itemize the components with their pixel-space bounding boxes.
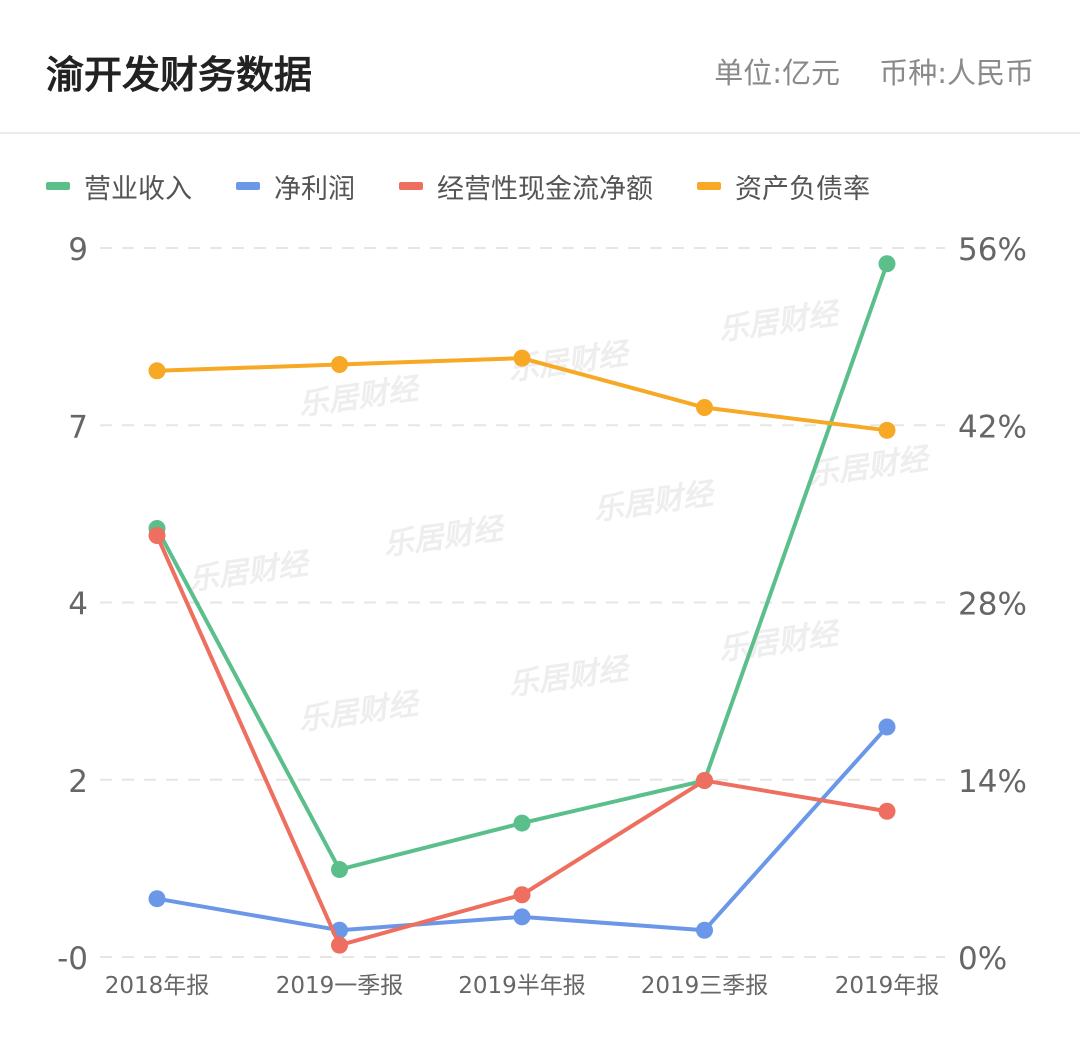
y-left-tick-label: 2 [68,764,88,800]
legend-label-debt-ratio: 资产负债率 [735,173,870,205]
data-point [513,886,531,904]
legend-label-revenue: 营业收入 [84,173,192,205]
legend-swatch-cash-flow [399,182,423,190]
y-left-tick-label: 9 [68,232,88,268]
data-point [513,349,531,367]
chart-legend: 营业收入 净利润 经营性现金流净额 资产负债率 [46,166,914,206]
y-left-tick-label: -0 [57,941,88,977]
data-point [696,399,713,417]
legend-swatch-revenue [46,182,70,190]
data-point [878,421,896,439]
legend-label-cash-flow: 经营性现金流净额 [437,173,653,205]
y-right-tick-label: 42% [958,409,1027,445]
data-point [148,527,166,545]
watermark-text: 乐居财经 [716,296,844,348]
data-point [513,908,531,926]
y-left-tick-label: 7 [68,409,88,445]
x-tick-label: 2019三季报 [641,973,769,999]
y-right-tick-label: 0% [958,941,1007,977]
watermark-text: 乐居财经 [296,371,424,423]
data-point [878,255,896,273]
legend-label-net-profit: 净利润 [274,173,355,205]
data-point [331,355,348,373]
currency-label: 币种:人民币 [879,56,1034,90]
y-right-tick-label: 14% [958,764,1027,800]
data-point [331,861,348,879]
series-line-2 [155,534,888,948]
watermark-text: 乐居财经 [716,616,844,668]
legend-item-revenue[interactable]: 营业收入 [46,167,192,206]
legend-item-net-profit[interactable]: 净利润 [236,167,355,206]
data-point [513,814,531,832]
data-point [148,890,166,908]
page-title: 渝开发财务数据 [46,53,313,97]
legend-item-cash-flow[interactable]: 经营性现金流净额 [399,167,653,206]
legend-swatch-net-profit [236,182,260,190]
x-tick-label: 2019半年报 [458,973,586,999]
data-point [148,362,166,380]
watermark-text: 乐居财经 [806,441,934,493]
legend-swatch-debt-ratio [697,182,721,190]
legend-item-debt-ratio[interactable]: 资产负债率 [697,167,870,206]
x-tick-label: 2018年报 [105,973,210,999]
watermark-text: 乐居财经 [186,546,314,598]
data-point [696,921,713,939]
watermark-text: 乐居财经 [506,651,634,703]
unit-info: 单位:亿元 币种:人民币 [684,50,1034,92]
data-point [878,718,896,736]
data-point [878,802,896,820]
data-point [696,772,713,790]
watermark-text: 乐居财经 [381,511,509,563]
watermark-text: 乐居财经 [296,686,424,738]
y-left-tick-label: 4 [68,587,88,623]
data-point [331,936,348,954]
y-right-tick-label: 56% [958,232,1027,268]
header: 渝开发财务数据 单位:亿元 币种:人民币 [0,0,1080,134]
unit-label: 单位:亿元 [714,56,840,90]
x-tick-label: 2019年报 [835,973,940,999]
watermark-text: 乐居财经 [591,476,719,528]
y-right-tick-label: 28% [958,587,1027,623]
x-tick-label: 2019一季报 [276,973,404,999]
